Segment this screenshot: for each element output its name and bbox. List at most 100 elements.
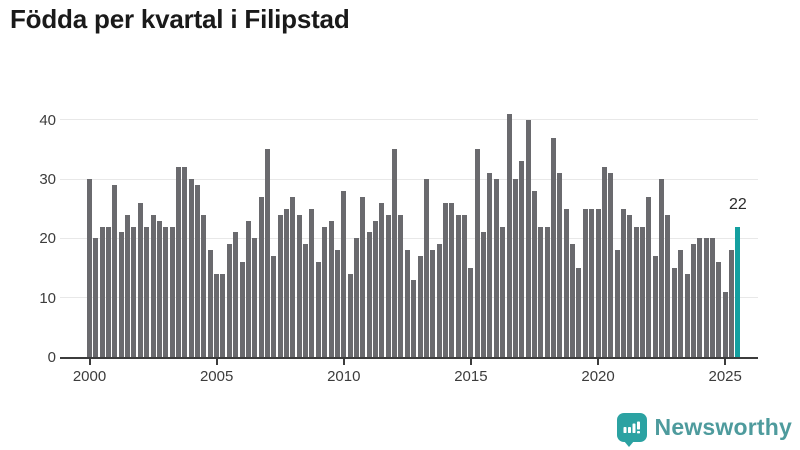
bar-2004-Q3 (201, 214, 207, 357)
plot-area (60, 110, 758, 359)
y-tick-label-30: 30 (39, 171, 56, 189)
bar-2012-Q1 (392, 149, 398, 357)
bar-2011-Q4 (385, 214, 391, 357)
bar-2014-Q1 (442, 202, 448, 357)
bar-2013-Q2 (423, 179, 429, 357)
bar-2010-Q1 (341, 190, 347, 357)
bar-2003-Q3 (175, 167, 181, 357)
bar-2021-Q3 (633, 226, 639, 357)
bar-2009-Q4 (334, 250, 340, 357)
bar-2005-Q3 (226, 244, 232, 357)
bar-2015-Q3 (481, 232, 487, 357)
bar-2007-Q4 (284, 208, 290, 357)
bar-2000-Q3 (99, 226, 105, 357)
newsworthy-wordmark: Newsworthy (654, 413, 792, 440)
mini-bar-chart-icon (623, 421, 640, 433)
bar-2002-Q4 (156, 220, 162, 357)
bar-2001-Q3 (125, 214, 131, 357)
bar-2019-Q1 (570, 244, 576, 357)
bar-2020-Q2 (601, 167, 607, 357)
bar-2002-Q1 (137, 202, 143, 357)
bar-2001-Q1 (112, 185, 118, 357)
bar-2024-Q4 (716, 262, 722, 357)
y-tick-label-40: 40 (39, 111, 56, 129)
bar-2008-Q1 (290, 196, 296, 357)
x-tick-label-2015: 2015 (454, 368, 488, 385)
bar-2018-Q4 (563, 208, 569, 357)
x-tick-2015 (469, 359, 472, 365)
bar-2002-Q2 (144, 226, 150, 357)
bar-2019-Q4 (589, 208, 595, 357)
bar-2009-Q1 (315, 262, 321, 357)
x-tick-label-2005: 2005 (199, 368, 234, 385)
bar-2006-Q2 (245, 220, 251, 357)
bar-2018-Q3 (557, 173, 563, 357)
bar-2016-Q2 (500, 226, 506, 357)
bar-2017-Q2 (525, 119, 531, 357)
bar-2017-Q4 (538, 226, 544, 357)
bar-2006-Q3 (252, 238, 258, 357)
bar-2023-Q4 (690, 244, 696, 357)
bar-2012-Q4 (411, 279, 417, 357)
bar-2010-Q4 (360, 196, 366, 357)
bar-2004-Q2 (195, 185, 201, 357)
bar-2016-Q3 (506, 113, 512, 357)
bar-2013-Q4 (436, 244, 442, 357)
bar-2025-Q3 (735, 226, 741, 357)
x-tick-2010 (342, 359, 345, 365)
bar-2007-Q1 (264, 149, 270, 357)
bar-2019-Q3 (582, 208, 588, 357)
bar-2007-Q2 (271, 256, 277, 357)
bar-2001-Q2 (118, 232, 124, 357)
x-tick-2000 (88, 359, 91, 365)
bar-2018-Q1 (544, 226, 550, 357)
bar-2003-Q4 (182, 167, 188, 357)
bar-2006-Q4 (258, 196, 264, 357)
bar-2021-Q2 (627, 214, 633, 357)
bar-2018-Q2 (551, 137, 557, 357)
bar-2017-Q1 (519, 161, 525, 357)
bar-2001-Q4 (131, 226, 137, 357)
bar-2025-Q1 (722, 291, 728, 357)
bar-2022-Q1 (646, 196, 652, 357)
bar-2009-Q3 (328, 220, 334, 357)
x-tick-2020 (597, 359, 600, 365)
bar-2024-Q2 (703, 238, 709, 357)
bar-2022-Q4 (665, 214, 671, 357)
bar-2004-Q1 (188, 179, 194, 357)
bar-2005-Q2 (220, 273, 226, 357)
bar-2011-Q2 (373, 220, 379, 357)
x-tick-label-2020: 2020 (581, 368, 615, 385)
bar-2007-Q3 (277, 214, 283, 357)
bar-2013-Q3 (430, 250, 436, 357)
bar-2009-Q2 (322, 226, 328, 357)
bar-2023-Q1 (671, 268, 677, 357)
bar-2023-Q3 (684, 273, 690, 357)
bar-2024-Q3 (709, 238, 715, 357)
bar-2017-Q3 (531, 190, 537, 357)
bar-2011-Q1 (366, 232, 372, 357)
bar-2016-Q4 (512, 179, 518, 357)
gridline-y40 (60, 119, 758, 121)
bar-2021-Q1 (620, 208, 626, 357)
bar-2025-Q2 (729, 250, 735, 357)
bar-2008-Q4 (309, 208, 315, 357)
bar-2012-Q3 (404, 250, 410, 357)
bar-2014-Q3 (455, 214, 461, 357)
bar-2000-Q2 (93, 238, 99, 357)
bar-2000-Q4 (106, 226, 112, 357)
bar-chart-badge-icon (616, 412, 647, 447)
bar-2008-Q3 (303, 244, 309, 357)
bar-2014-Q4 (462, 214, 468, 357)
bar-2003-Q1 (163, 226, 169, 357)
gridline-y30 (60, 178, 758, 180)
bar-2020-Q1 (595, 208, 601, 357)
bar-2002-Q3 (150, 214, 156, 357)
bar-2014-Q2 (449, 202, 455, 357)
bar-2013-Q1 (417, 256, 423, 357)
x-tick-2005 (215, 359, 218, 365)
bar-2020-Q3 (608, 173, 614, 357)
bar-2015-Q4 (487, 173, 493, 357)
highlight-data-label: 22 (729, 196, 747, 213)
bar-2021-Q4 (640, 226, 646, 357)
